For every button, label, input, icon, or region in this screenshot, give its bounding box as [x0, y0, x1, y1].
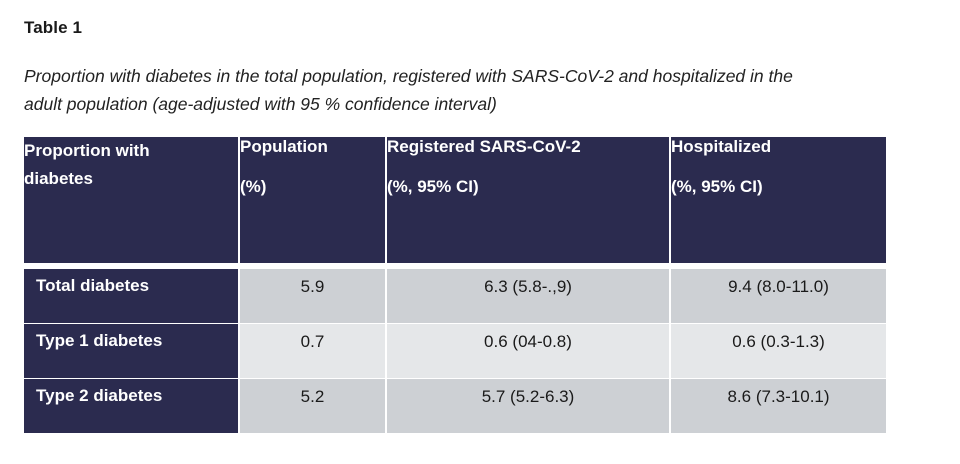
- cell-hospitalized: 0.6 (0.3-1.3): [671, 324, 886, 379]
- cell-hospitalized: 8.6 (7.3-10.1): [671, 379, 886, 434]
- header-registered: Registered SARS-CoV-2 (%, 95% CI): [387, 137, 671, 263]
- header-population-title: Population: [240, 137, 328, 156]
- cell-population: 0.7: [240, 324, 387, 379]
- header-proportion: Proportion with diabetes: [24, 137, 240, 263]
- cell-hospitalized: 9.4 (8.0-11.0): [671, 269, 886, 324]
- header-spacer: [24, 263, 886, 269]
- cell-registered: 0.6 (04-0.8): [387, 324, 671, 379]
- table-caption: Proportion with diabetes in the total po…: [24, 62, 944, 118]
- header-population-unit: (%): [240, 177, 267, 196]
- table-label: Table 1: [24, 18, 83, 37]
- table-row-type2: Type 2 diabetes 5.2 5.7 (5.2-6.3) 8.6 (7…: [24, 379, 886, 434]
- header-population: Population (%): [240, 137, 387, 263]
- header-registered-unit: (%, 95% CI): [387, 177, 479, 196]
- row-label: Type 2 diabetes: [24, 379, 240, 434]
- row-label: Type 1 diabetes: [24, 324, 240, 379]
- header-proportion-line1: Proportion with: [24, 141, 150, 160]
- header-hospitalized-title: Hospitalized: [671, 137, 772, 156]
- table-row-total: Total diabetes 5.9 6.3 (5.8-.,9) 9.4 (8.…: [24, 269, 886, 324]
- diabetes-table: Proportion with diabetes Population (%) …: [24, 137, 886, 434]
- row-label: Total diabetes: [24, 269, 240, 324]
- cell-registered: 6.3 (5.8-.,9): [387, 269, 671, 324]
- cell-registered: 5.7 (5.2-6.3): [387, 379, 671, 434]
- header-registered-title: Registered SARS-CoV-2: [387, 137, 581, 156]
- caption-line-1: Proportion with diabetes in the total po…: [24, 66, 793, 86]
- header-hospitalized: Hospitalized (%, 95% CI): [671, 137, 886, 263]
- table-header-row: Proportion with diabetes Population (%) …: [24, 137, 886, 263]
- cell-population: 5.9: [240, 269, 387, 324]
- caption-line-2: adult population (age-adjusted with 95 %…: [24, 94, 497, 114]
- cell-population: 5.2: [240, 379, 387, 434]
- header-hospitalized-unit: (%, 95% CI): [671, 177, 763, 196]
- table-row-type1: Type 1 diabetes 0.7 0.6 (04-0.8) 0.6 (0.…: [24, 324, 886, 379]
- header-proportion-line2: diabetes: [24, 169, 93, 188]
